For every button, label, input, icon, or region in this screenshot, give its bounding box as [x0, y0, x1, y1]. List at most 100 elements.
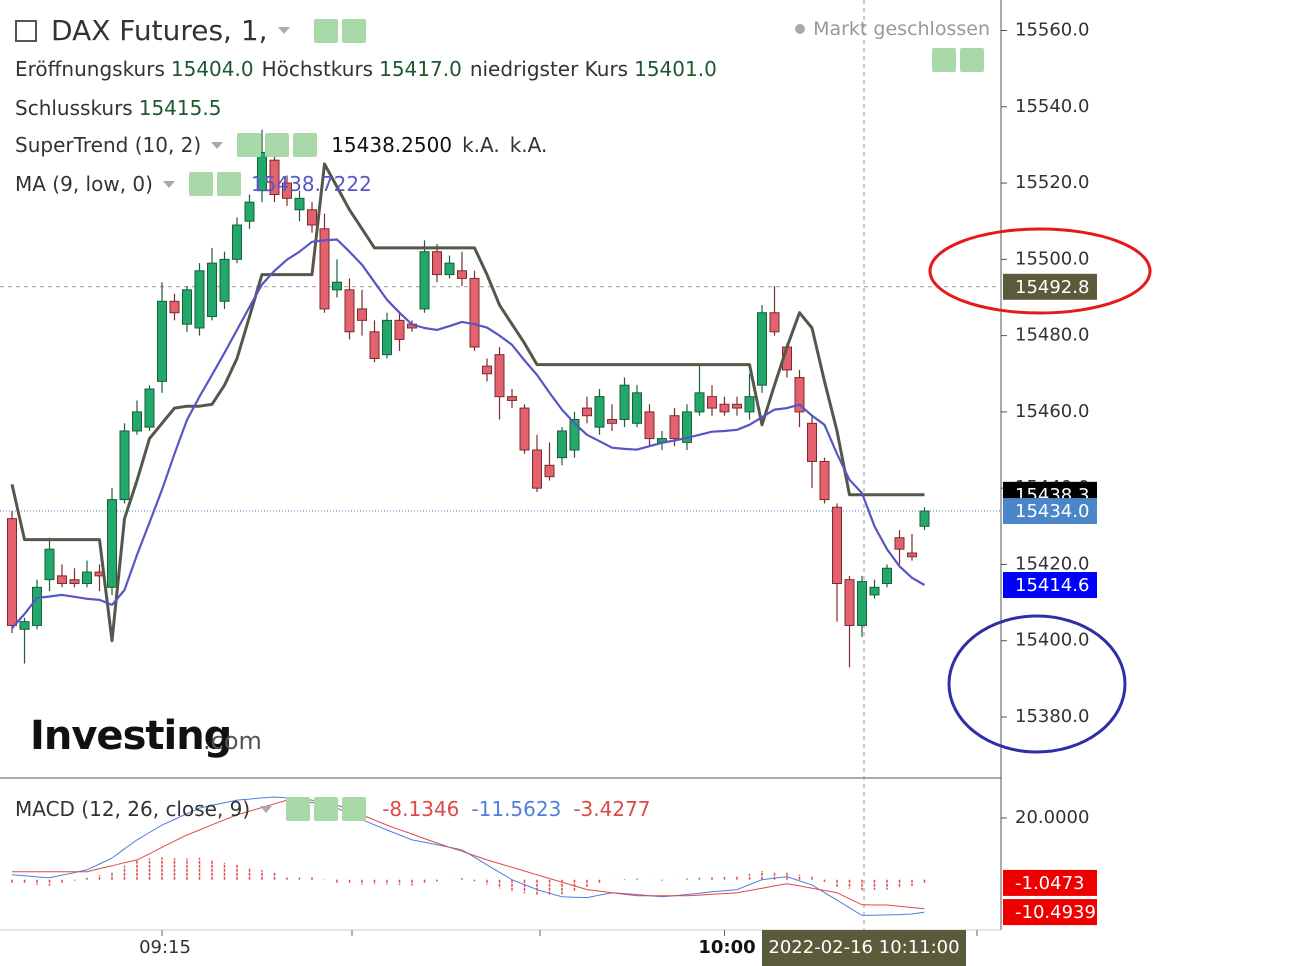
settings-icon[interactable] — [313, 18, 338, 43]
candle-body — [457, 270, 467, 279]
macd-label: -1.0473 — [1015, 873, 1084, 894]
macd-label: -10.4939 — [1015, 902, 1096, 923]
close-value: 15415.5 — [138, 96, 222, 120]
candle-body — [32, 586, 42, 626]
candle-body — [19, 621, 30, 630]
candle-body — [269, 159, 280, 195]
candle-body — [369, 331, 380, 359]
candle-body — [169, 300, 180, 314]
indicator-value: 15438.2500 — [331, 133, 453, 157]
candle-body — [107, 499, 117, 588]
candle-body — [82, 571, 92, 585]
supertrend-row: SuperTrend (10, 2) 15438.2500 k.A. k.A. — [15, 133, 547, 157]
candle-body — [294, 197, 305, 211]
dropdown[interactable] — [162, 180, 175, 188]
candle-body — [532, 449, 542, 489]
low-value: 15401.0 — [634, 57, 717, 81]
indicator-value: -8.1346 — [382, 797, 460, 821]
dropdown[interactable] — [277, 27, 290, 34]
settings-icon[interactable] — [341, 18, 366, 43]
open-label: Eröffnungskurs — [15, 57, 165, 81]
icon[interactable] — [342, 797, 367, 821]
open-value: 15404.0 — [170, 57, 254, 81]
updown-button[interactable] — [960, 48, 984, 72]
candle-body — [419, 251, 430, 310]
candle-body — [844, 579, 855, 626]
y-tick-label: 15420.0 — [1015, 553, 1089, 574]
candle-body — [482, 365, 492, 375]
indicator-name: MACD (12, 26, close, 9) — [15, 797, 251, 821]
red-annotation-ellipse — [928, 227, 1152, 315]
y-tick-label: 20.0000 — [1015, 807, 1089, 828]
candle-body — [57, 575, 67, 585]
candle-body — [282, 182, 292, 199]
crosshair-price-label: 15492.8 — [1015, 277, 1089, 298]
candle-body — [907, 552, 917, 558]
indicator-value: k.A. — [509, 133, 548, 157]
price-label-box — [1003, 572, 1097, 599]
title-row: DAX Futures, 1, — [15, 14, 366, 47]
collapse-icon[interactable] — [15, 19, 37, 42]
y-tick-label: 15380.0 — [1015, 706, 1089, 727]
candle-body — [769, 312, 780, 333]
candle-body — [694, 392, 705, 413]
icon[interactable] — [286, 797, 311, 821]
icon[interactable] — [314, 797, 339, 821]
candle-body — [144, 388, 155, 428]
candle-body — [219, 258, 230, 302]
plot-area — [0, 0, 1001, 930]
candle-body — [807, 422, 817, 462]
candle-body — [857, 581, 867, 626]
ohlc-row: Eröffnungskurs 15404.0 Höchstkurs 15417.0 … — [15, 57, 725, 81]
price-label-box — [1003, 498, 1097, 525]
candle-body — [557, 430, 567, 459]
candle-body — [619, 384, 630, 421]
indicator-value: -11.5623 — [471, 797, 562, 821]
icon[interactable] — [293, 133, 318, 157]
icon[interactable] — [237, 133, 262, 157]
dropdown[interactable] — [211, 141, 224, 149]
macd-label-box — [1003, 869, 1097, 896]
candle-body — [207, 262, 217, 318]
low-label: niedrigster Kurs — [469, 57, 629, 81]
candle-body — [319, 228, 330, 310]
macd-label-box — [1003, 899, 1097, 926]
chart-title: DAX Futures, 1, — [51, 14, 268, 47]
candle-body — [832, 506, 842, 585]
candle-body — [194, 270, 205, 329]
candle-body — [819, 460, 830, 501]
y-tick-label: 15560.0 — [1015, 20, 1089, 41]
indicator-value: k.A. — [462, 133, 500, 157]
ma-row: MA (9, low, 0) 15438.7222 — [15, 172, 372, 196]
x-tick-label: 10:00 — [698, 937, 755, 958]
icon[interactable] — [216, 172, 241, 196]
close-row: Schlusskurs 15415.5 — [15, 96, 229, 120]
close-label: Schlusskurs — [15, 96, 133, 120]
candle-body — [607, 419, 617, 424]
candle-body — [719, 403, 730, 413]
dropdown[interactable] — [260, 805, 273, 813]
market-status: Markt geschlossen — [795, 18, 990, 40]
down-button[interactable] — [932, 48, 956, 72]
candle-body — [7, 518, 17, 626]
icon[interactable] — [188, 172, 213, 196]
candle-body — [582, 407, 592, 417]
indicator-line — [10, 162, 925, 643]
icon[interactable] — [265, 133, 290, 157]
candle-body — [469, 277, 480, 348]
watermark-domain: .com — [203, 727, 262, 755]
crosshair-time-box — [762, 930, 966, 966]
time-ticks — [351, 930, 978, 936]
candle-body — [432, 251, 442, 276]
candle-body — [669, 415, 680, 440]
candle-body — [544, 464, 555, 478]
candle-body — [444, 262, 455, 276]
candle-body — [594, 396, 605, 428]
candle-body — [894, 537, 905, 550]
y-tick-label: 15480.0 — [1015, 325, 1089, 346]
candle-body — [119, 430, 130, 501]
candle-body — [494, 354, 505, 398]
indicator-value: 15438.7222 — [250, 172, 372, 196]
candle-body — [232, 224, 242, 260]
